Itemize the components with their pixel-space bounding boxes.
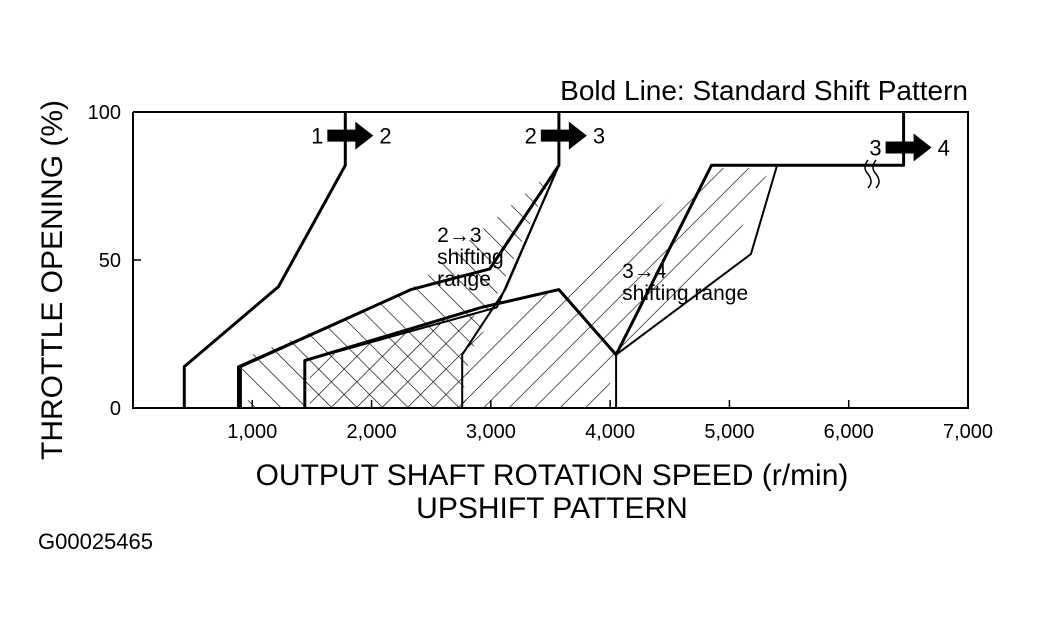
arrow-right-icon bbox=[540, 121, 587, 150]
x-tick-label: 5,000 bbox=[704, 421, 754, 443]
shift-from-label: 3 bbox=[869, 136, 881, 161]
x-tick-label: 1,000 bbox=[227, 421, 277, 443]
shift-to-label: 2 bbox=[379, 124, 391, 149]
arrow-right-icon bbox=[885, 133, 932, 162]
arrow-right-icon bbox=[327, 121, 374, 150]
x-tick-label: 3,000 bbox=[466, 421, 516, 443]
shifting-range-annotation-1: 2→3 shifting range bbox=[437, 224, 504, 291]
chart-subtitle: UPSHIFT PATTERN bbox=[416, 492, 688, 525]
x-tick-label: 7,000 bbox=[943, 421, 993, 443]
x-tick-label: 6,000 bbox=[824, 421, 874, 443]
x-axis-label: OUTPUT SHAFT ROTATION SPEED (r/min) bbox=[256, 459, 849, 492]
shift-line-7 bbox=[615, 165, 779, 408]
shift-from-label: 1 bbox=[311, 124, 323, 149]
figure-id: G00025465 bbox=[38, 529, 153, 554]
chart-title: Bold Line: Standard Shift Pattern bbox=[560, 75, 968, 106]
shift-line-5 bbox=[461, 164, 560, 408]
shift-to-label: 4 bbox=[938, 136, 950, 161]
shifting-range-annotation-2: 3→4 shifting range bbox=[622, 260, 748, 305]
shift-range-2-3-hatch bbox=[238, 168, 556, 408]
shift-line-3 bbox=[237, 288, 412, 408]
shift-range-overlap-crosshatch bbox=[310, 307, 475, 408]
shift-from-label: 2 bbox=[525, 124, 537, 149]
axis-break-icon bbox=[864, 159, 880, 189]
shift-line-1 bbox=[182, 112, 347, 408]
y-tick-label: 0 bbox=[110, 398, 121, 420]
x-tick-label: 2,000 bbox=[347, 421, 397, 443]
x-tick-label: 4,000 bbox=[585, 421, 635, 443]
shift-to-label: 3 bbox=[593, 124, 605, 149]
y-tick-label: 100 bbox=[88, 102, 121, 124]
shift-range-3-4-hatch bbox=[462, 168, 770, 408]
y-axis-label: THROTTLE OPENING (%) bbox=[36, 100, 69, 460]
y-tick-label: 50 bbox=[99, 250, 121, 272]
